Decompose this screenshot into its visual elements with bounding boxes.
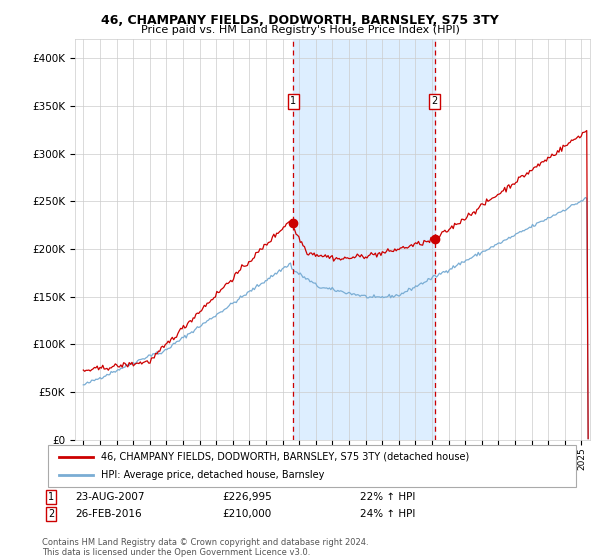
Text: 1: 1 (48, 492, 54, 502)
Text: 2: 2 (431, 96, 437, 106)
Text: 46, CHAMPANY FIELDS, DODWORTH, BARNSLEY, S75 3TY: 46, CHAMPANY FIELDS, DODWORTH, BARNSLEY,… (101, 14, 499, 27)
Text: 1: 1 (290, 96, 296, 106)
Text: 23-AUG-2007: 23-AUG-2007 (75, 492, 145, 502)
Text: £226,995: £226,995 (222, 492, 272, 502)
Text: 2: 2 (48, 509, 54, 519)
Text: 24% ↑ HPI: 24% ↑ HPI (360, 509, 415, 519)
Text: £210,000: £210,000 (222, 509, 271, 519)
Bar (293, 39, 434, 440)
Text: 46, CHAMPANY FIELDS, DODWORTH, BARNSLEY, S75 3TY (detached house): 46, CHAMPANY FIELDS, DODWORTH, BARNSLEY,… (101, 452, 469, 462)
Text: HPI: Average price, detached house, Barnsley: HPI: Average price, detached house, Barn… (101, 470, 324, 480)
Text: 22% ↑ HPI: 22% ↑ HPI (360, 492, 415, 502)
Text: Price paid vs. HM Land Registry's House Price Index (HPI): Price paid vs. HM Land Registry's House … (140, 25, 460, 35)
Text: 26-FEB-2016: 26-FEB-2016 (75, 509, 142, 519)
FancyBboxPatch shape (48, 445, 576, 487)
Text: Contains HM Land Registry data © Crown copyright and database right 2024.
This d: Contains HM Land Registry data © Crown c… (42, 538, 368, 557)
